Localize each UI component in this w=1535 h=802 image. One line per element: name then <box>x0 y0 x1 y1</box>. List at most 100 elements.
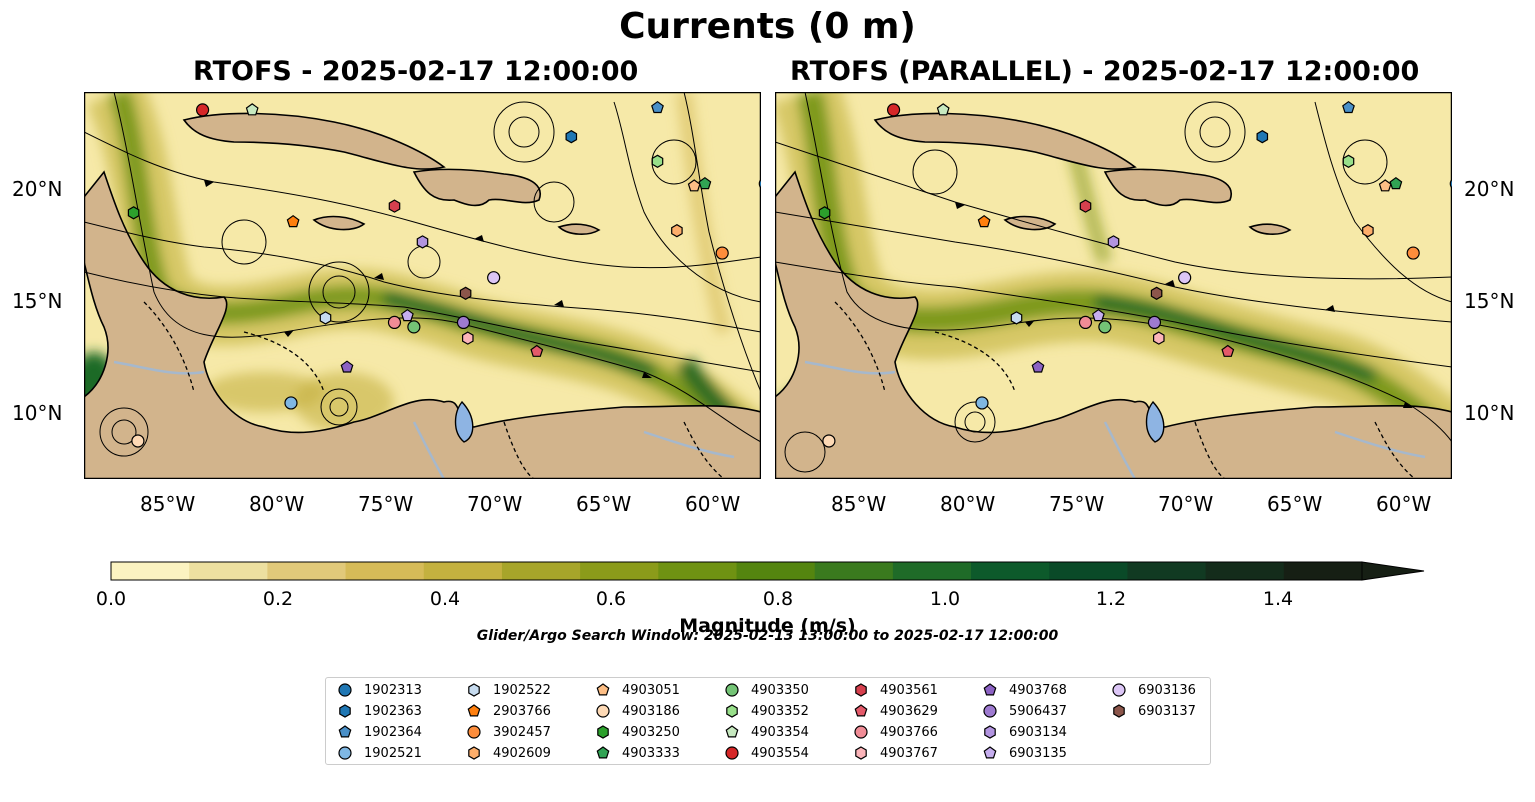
legend-label: 4903051 <box>622 683 680 698</box>
left-panel-title: RTOFS - 2025-02-17 12:00:00 <box>193 56 638 87</box>
legend-item: 4903250 <box>594 722 680 742</box>
hexagon-marker-icon <box>465 744 483 762</box>
colorbar-segment <box>1284 562 1363 580</box>
hexagon-marker-icon <box>852 681 870 699</box>
legend-item: 1902313 <box>336 680 422 700</box>
float-marker-4903350 <box>1099 321 1111 333</box>
colorbar <box>100 556 1430 586</box>
hexagon-marker-icon <box>336 702 354 720</box>
colorbar-tick-1: 0.2 <box>263 588 293 610</box>
left-lon-tick-65: 65°W <box>576 492 631 516</box>
right-lon-tick-75: 75°W <box>1049 492 1104 516</box>
right-lon-tick-80: 80°W <box>940 492 995 516</box>
legend-label: 1902521 <box>364 746 422 761</box>
float-marker-1902522 <box>320 312 330 324</box>
circle-marker-icon <box>1110 681 1128 699</box>
legend-label: 4903350 <box>751 683 809 698</box>
legend-label: 4902609 <box>493 746 551 761</box>
colorbar-segment <box>502 562 581 580</box>
float-marker-5906437 <box>1148 316 1160 328</box>
pentagon-marker-icon <box>852 702 870 720</box>
hexagon-marker-icon <box>852 744 870 762</box>
float-marker-1902521 <box>285 397 297 409</box>
float-marker-4903186 <box>823 435 835 447</box>
hexagon-marker-icon <box>594 723 612 741</box>
legend-label: 4903561 <box>880 683 938 698</box>
float-marker-1902363 <box>566 131 576 143</box>
circle-marker-icon <box>723 681 741 699</box>
float-marker-6903134 <box>417 236 427 248</box>
legend-item: 3902457 <box>465 722 551 742</box>
figure-title: Currents (0 m) <box>0 6 1535 47</box>
colorbar-tick-7: 1.4 <box>1263 588 1293 610</box>
legend-item: 4903767 <box>852 743 938 763</box>
right-lon-tick-65: 65°W <box>1267 492 1322 516</box>
hexagon-marker-icon <box>1110 702 1128 720</box>
legend-label: 4903352 <box>751 704 809 719</box>
right-lon-tick-70: 70°W <box>1158 492 1213 516</box>
legend-item: 1902364 <box>336 722 422 742</box>
float-marker-4903561 <box>389 200 399 212</box>
colorbar-segment <box>424 562 503 580</box>
float-marker-4903186 <box>132 435 144 447</box>
right-lat-tick-10: 10°N <box>1464 401 1514 425</box>
float-marker-4903554 <box>197 104 209 116</box>
right-lon-tick-85: 85°W <box>831 492 886 516</box>
legend-label: 1902313 <box>364 683 422 698</box>
colorbar-segment <box>815 562 894 580</box>
legend-item: 4903333 <box>594 743 680 763</box>
pentagon-marker-icon <box>723 723 741 741</box>
left-lat-tick-10: 10°N <box>12 401 62 425</box>
circle-marker-icon <box>336 681 354 699</box>
right-lat-tick-20: 20°N <box>1464 177 1514 201</box>
colorbar-segment <box>1206 562 1285 580</box>
colorbar-segment <box>1049 562 1128 580</box>
float-marker-1902522 <box>1011 312 1021 324</box>
legend-item: 4903766 <box>852 722 938 742</box>
float-marker-4903352 <box>1343 155 1353 167</box>
circle-marker-icon <box>852 723 870 741</box>
legend-item: 4903186 <box>594 701 680 721</box>
hexagon-marker-icon <box>465 681 483 699</box>
legend-item: 4903554 <box>723 743 809 763</box>
search-window-text: Glider/Argo Search Window: 2025-02-13 13… <box>0 628 1535 644</box>
circle-marker-icon <box>723 744 741 762</box>
legend-label: 6903137 <box>1138 704 1196 719</box>
float-marker-1902521 <box>976 397 988 409</box>
left-lat-tick-15: 15°N <box>12 289 62 313</box>
colorbar-segment <box>971 562 1050 580</box>
legend-item: 6903137 <box>1110 701 1196 721</box>
left-lon-tick-70: 70°W <box>467 492 522 516</box>
left-lon-tick-75: 75°W <box>358 492 413 516</box>
float-marker-4903554 <box>888 104 900 116</box>
legend-label: 5906437 <box>1009 704 1067 719</box>
legend-item: 4903051 <box>594 680 680 700</box>
float-marker-4903767 <box>1154 332 1164 344</box>
hexagon-marker-icon <box>981 723 999 741</box>
pentagon-marker-icon <box>981 681 999 699</box>
float-marker-1902363 <box>1257 131 1267 143</box>
left-lon-tick-85: 85°W <box>140 492 195 516</box>
legend-item: 4903561 <box>852 680 938 700</box>
legend-item: 4902609 <box>465 743 551 763</box>
hexagon-marker-icon <box>723 702 741 720</box>
legend-item: 6903135 <box>981 743 1067 763</box>
colorbar-tick-0: 0.0 <box>96 588 126 610</box>
colorbar-segment <box>893 562 972 580</box>
float-marker-3902457 <box>1407 247 1419 259</box>
float-marker-6903134 <box>1108 236 1118 248</box>
legend-label: 1902364 <box>364 725 422 740</box>
legend-item: 1902522 <box>465 680 551 700</box>
legend-label: 4903354 <box>751 725 809 740</box>
circle-marker-icon <box>981 702 999 720</box>
float-marker-4903766 <box>1079 316 1091 328</box>
legend-label: 4903767 <box>880 746 938 761</box>
circle-marker-icon <box>594 702 612 720</box>
legend-item: 5906437 <box>981 701 1067 721</box>
float-marker-4903767 <box>463 332 473 344</box>
legend-label: 4903766 <box>880 725 938 740</box>
colorbar-tick-2: 0.4 <box>430 588 460 610</box>
left-lon-tick-60: 60°W <box>685 492 740 516</box>
legend-label: 1902522 <box>493 683 551 698</box>
colorbar-segment <box>580 562 659 580</box>
